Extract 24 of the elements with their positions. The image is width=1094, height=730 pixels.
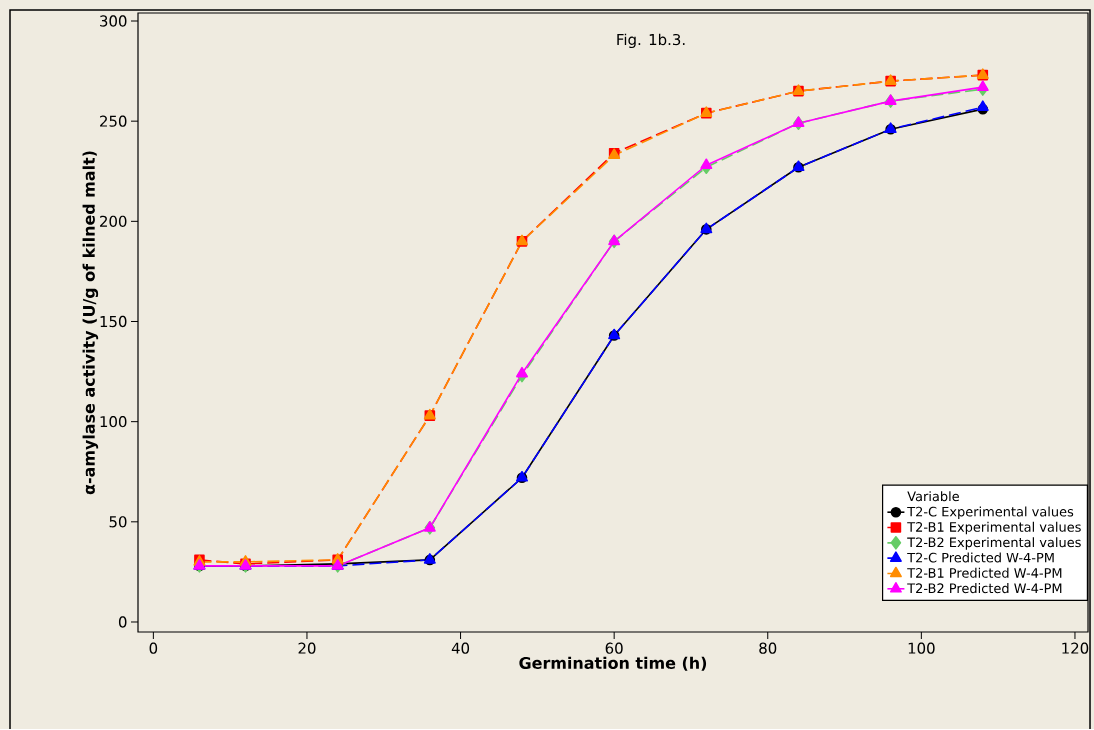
y-tick-label: 150	[100, 315, 127, 328]
y-tick-label: 100	[100, 416, 127, 428]
x-tick-label: 120	[1062, 642, 1089, 654]
legend-label: T2-B2 Predicted W-4-PM	[907, 583, 1062, 594]
y-tick-label: 50	[109, 516, 127, 528]
legend-label: T2-C Experimental values	[907, 506, 1074, 520]
x-tick-label: 20	[298, 642, 316, 654]
legend-label: T2-C Predicted W-4-PM	[907, 552, 1054, 563]
legend-label: T2-B1 Predicted W-4-PM	[907, 567, 1062, 578]
y-tick-label: 250	[100, 115, 127, 127]
annotation: Fig. 1b.3.	[617, 33, 685, 49]
x-tick-label: 80	[759, 642, 777, 654]
y-tick-label: 0	[118, 616, 127, 628]
x-axis-title: Germination time (h)	[519, 656, 707, 671]
y-tick-label: 200	[100, 215, 127, 228]
legend-title: Variable	[907, 491, 959, 502]
legend-label: T2-B1 Experimental values	[907, 521, 1081, 535]
x-tick-label: 100	[908, 642, 935, 654]
legend-label: T2-B2 Experimental values	[907, 537, 1081, 550]
y-axis-title: α-amylase activity (U/g of kilned malt)	[82, 151, 99, 495]
y-tick-label: 300	[100, 15, 127, 27]
x-tick-label: 40	[451, 642, 470, 654]
x-tick-label: 60	[605, 642, 623, 654]
x-tick-label: 0	[149, 642, 158, 654]
